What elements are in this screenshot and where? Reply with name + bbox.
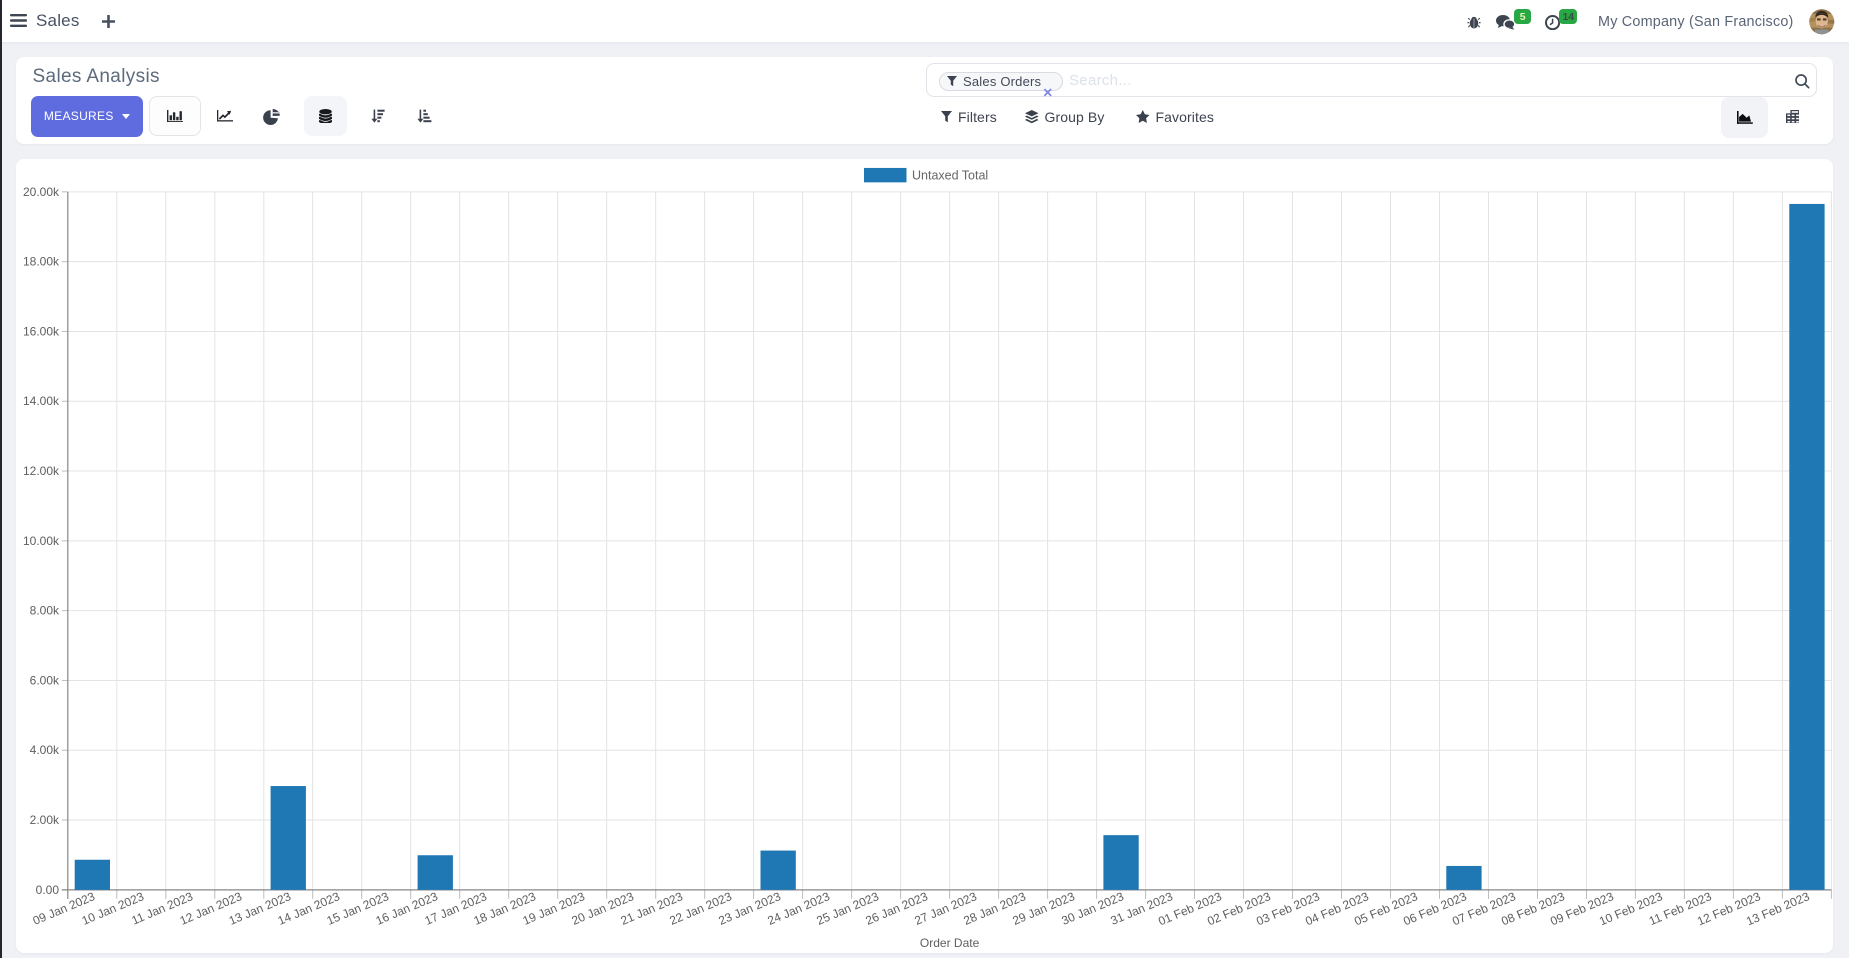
svg-text:Untaxed Total: Untaxed Total: [912, 168, 988, 182]
svg-text:6.00k: 6.00k: [30, 673, 60, 687]
svg-text:14.00k: 14.00k: [23, 394, 60, 408]
svg-text:2.00k: 2.00k: [30, 813, 60, 827]
svg-text:16.00k: 16.00k: [23, 324, 60, 338]
svg-text:0.00: 0.00: [36, 882, 60, 896]
svg-text:4.00k: 4.00k: [30, 743, 60, 757]
svg-text:8.00k: 8.00k: [30, 603, 60, 617]
svg-text:Order Date: Order Date: [920, 936, 980, 950]
svg-text:12.00k: 12.00k: [23, 464, 60, 478]
svg-text:10.00k: 10.00k: [23, 533, 60, 547]
svg-text:20.00k: 20.00k: [23, 184, 60, 198]
svg-text:18.00k: 18.00k: [23, 254, 60, 268]
